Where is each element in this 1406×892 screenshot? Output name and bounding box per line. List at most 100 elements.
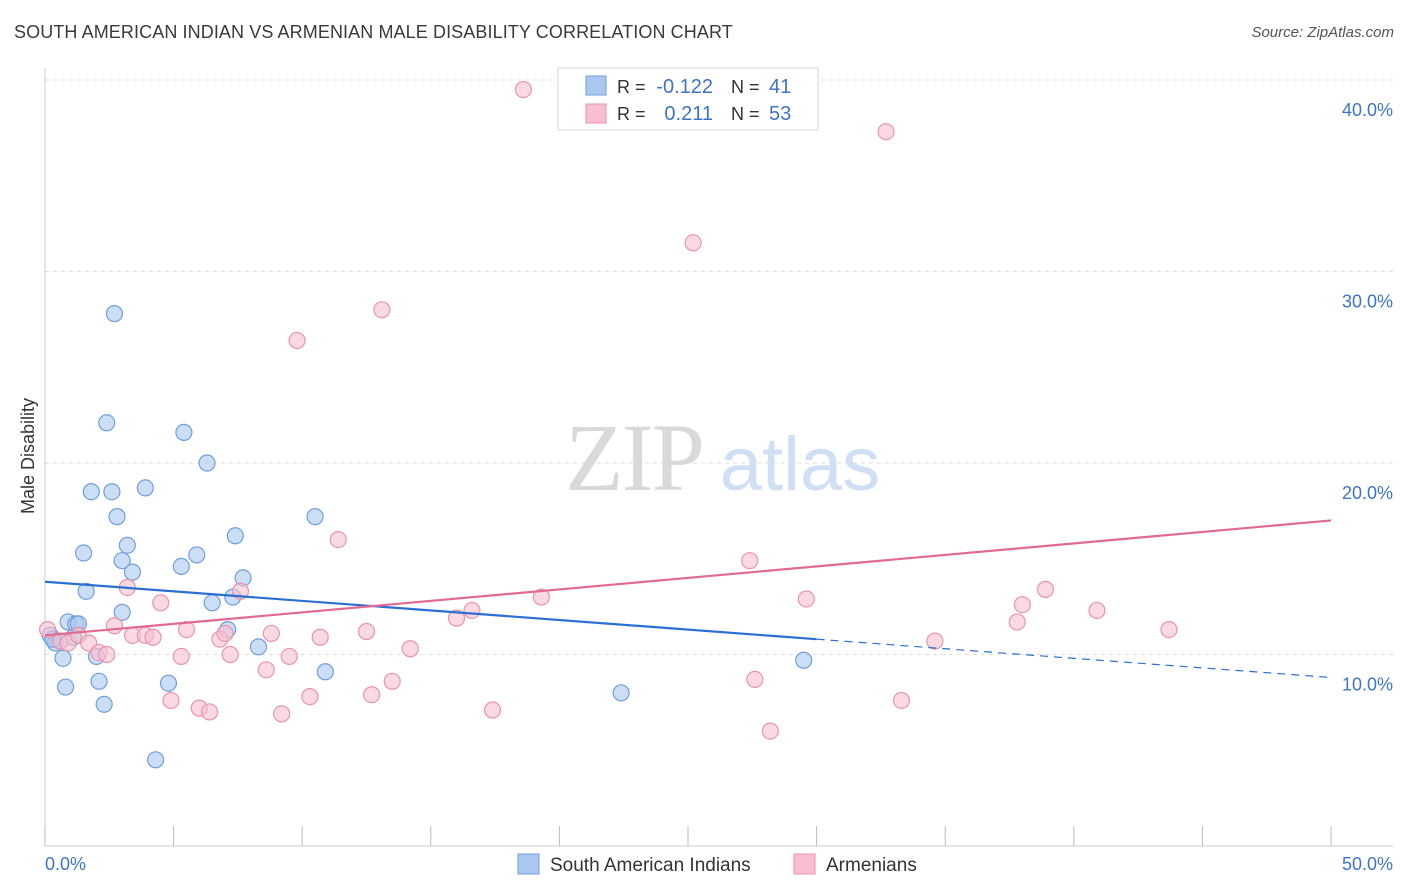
point-armenian (288, 331, 306, 350)
point-armenian (514, 80, 532, 99)
legend-swatch-blue (585, 75, 607, 96)
bottom-legend-label-blue: South American Indians (550, 855, 751, 876)
legend-r-label-2: R = (617, 104, 646, 124)
point-south-american-indian (74, 544, 93, 562)
watermark: ZIP atlas (565, 404, 880, 511)
point-armenian (216, 624, 234, 643)
legend-swatch-pink (585, 103, 607, 124)
legend-r-value-1: -0.122 (656, 76, 713, 98)
y-tick-label: 40.0% (1342, 100, 1393, 120)
point-south-american-indian (105, 305, 124, 323)
legend-n-value-2: 53 (769, 103, 791, 125)
point-armenian (363, 686, 381, 704)
point-armenian (329, 530, 347, 549)
grid-layer (45, 79, 1393, 655)
point-south-american-indian (795, 651, 813, 669)
point-south-american-indian (249, 638, 268, 656)
point-south-american-indian (316, 663, 334, 681)
points-layer (38, 80, 1178, 769)
point-armenian (463, 601, 481, 620)
point-armenian (1036, 580, 1055, 598)
legend-n-value-1: 41 (769, 76, 791, 98)
bottom-legend-swatch-blue (517, 853, 540, 875)
y-axis-title: Male Disability (18, 398, 38, 514)
point-south-american-indian (136, 479, 154, 497)
watermark-zip: ZIP (565, 404, 703, 511)
point-armenian (761, 722, 779, 740)
legend-r-value-2: 0.211 (664, 103, 713, 125)
legend-n-label-2: N = (731, 104, 760, 124)
point-south-american-indian (172, 557, 190, 576)
legend: R = -0.122 N = 41 R = 0.211 N = 53 (557, 67, 819, 131)
trendline-south-american-indian (44, 580, 817, 641)
point-south-american-indian (98, 414, 116, 432)
point-south-american-indian (103, 483, 121, 501)
point-south-american-indian (612, 684, 630, 702)
point-south-american-indian (56, 678, 75, 696)
point-south-american-indian (198, 454, 216, 472)
point-south-american-indian (118, 536, 136, 554)
point-armenian (162, 691, 180, 710)
point-armenian (532, 588, 550, 606)
point-armenian (144, 628, 162, 646)
trend-layer (44, 519, 1332, 679)
point-south-american-indian (108, 508, 126, 526)
legend-n-label-1: N = (731, 77, 760, 97)
bottom-legend-swatch-pink (793, 853, 816, 875)
point-armenian (1160, 621, 1178, 639)
point-armenian (201, 703, 219, 721)
point-armenian (746, 670, 764, 688)
point-armenian (257, 661, 275, 679)
point-armenian (892, 691, 911, 710)
point-armenian (447, 609, 466, 627)
watermark-atlas: atlas (720, 422, 881, 507)
axis-layer: 10.0% 20.0% 30.0% 40.0% 0.0% 50.0% (44, 68, 1393, 874)
point-armenian (926, 632, 944, 650)
point-armenian (38, 621, 57, 639)
x-tick-label: 0.0% (45, 854, 86, 874)
point-armenian (383, 672, 401, 690)
chart-title: SOUTH AMERICAN INDIAN VS ARMENIAN MALE D… (14, 22, 733, 42)
point-armenian (1008, 613, 1026, 631)
point-south-american-indian (123, 563, 142, 581)
point-armenian (401, 640, 419, 658)
point-armenian (311, 628, 329, 646)
point-armenian (262, 624, 280, 643)
point-armenian (1088, 601, 1106, 620)
point-south-american-indian (175, 423, 193, 441)
point-armenian (280, 647, 298, 666)
point-south-american-indian (159, 674, 178, 692)
point-south-american-indian (203, 594, 221, 612)
trendline-armenian (44, 519, 1332, 637)
point-armenian (797, 590, 815, 608)
legend-r-label-1: R = (617, 77, 646, 97)
point-armenian (357, 622, 376, 641)
point-armenian (152, 594, 170, 612)
point-south-american-indian (306, 508, 324, 526)
point-south-american-indian (90, 672, 108, 690)
bottom-legend: South American Indians Armenians (517, 853, 917, 876)
chart-source: Source: ZipAtlas.com (1251, 24, 1394, 41)
point-armenian (98, 645, 116, 664)
point-armenian (105, 617, 124, 635)
point-armenian (741, 552, 759, 570)
y-tick-label: 10.0% (1342, 675, 1393, 695)
point-armenian (684, 234, 702, 252)
point-armenian (273, 705, 291, 723)
y-tick-label: 30.0% (1342, 292, 1393, 312)
point-armenian (177, 621, 196, 639)
point-south-american-indian (82, 483, 100, 501)
point-armenian (172, 647, 190, 666)
point-armenian (221, 645, 239, 664)
point-south-american-indian (95, 695, 113, 713)
point-armenian (301, 688, 319, 706)
point-armenian (1013, 596, 1031, 614)
point-armenian (877, 123, 895, 141)
point-armenian (483, 701, 502, 719)
x-tick-label: 50.0% (1342, 854, 1393, 874)
point-south-american-indian (188, 546, 206, 564)
point-south-american-indian (226, 527, 244, 545)
point-south-american-indian (113, 603, 131, 621)
point-south-american-indian (113, 552, 131, 570)
